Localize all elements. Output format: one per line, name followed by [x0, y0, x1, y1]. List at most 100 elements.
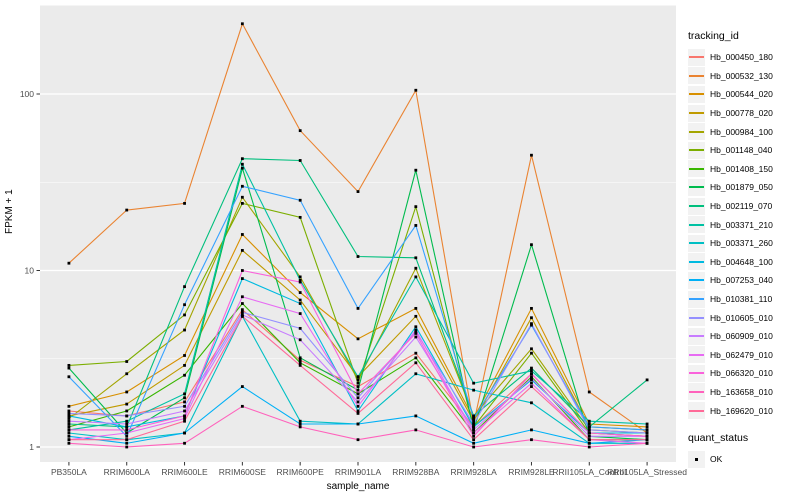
- legend-key-line-icon: [689, 279, 704, 282]
- x-tick-label: RRIM600PE: [277, 467, 325, 477]
- data-point: [240, 184, 244, 188]
- quant-status-entries: OK: [688, 450, 800, 469]
- data-point: [530, 401, 533, 405]
- legend-key: [688, 160, 705, 178]
- legend-key-line-icon: [689, 316, 704, 319]
- data-point: [67, 428, 71, 432]
- data-point: [67, 404, 71, 408]
- data-point: [298, 159, 302, 162]
- data-point: [356, 392, 360, 396]
- data-point: [298, 358, 302, 362]
- legend-title-quant-status: quant_status: [688, 431, 749, 444]
- data-point: [183, 441, 186, 445]
- legend-entry: Hb_060909_010: [688, 327, 800, 346]
- data-point: [530, 369, 533, 373]
- legend-entry-label: Hb_010381_110: [710, 294, 773, 305]
- legend-key: [688, 383, 705, 401]
- data-point: [530, 306, 533, 310]
- legend-key: [688, 234, 705, 252]
- legend-entry: Hb_000532_130: [688, 67, 800, 86]
- legend-entry-label: Hb_003371_210: [710, 219, 773, 230]
- legend-entry: Hb_007253_040: [688, 271, 800, 290]
- data-point: [356, 378, 360, 382]
- x-tick-label: RRII105LA_Stressed: [607, 467, 687, 477]
- legend-key: [688, 141, 705, 159]
- data-point: [356, 438, 360, 442]
- data-point: [414, 414, 418, 418]
- data-point: [587, 390, 591, 394]
- data-point: [414, 306, 418, 310]
- legend-entry-label: Hb_169620_010: [710, 405, 773, 416]
- data-point: [530, 351, 533, 355]
- data-point: [356, 404, 360, 408]
- data-point: [67, 409, 71, 413]
- data-point: [472, 422, 476, 426]
- data-point: [645, 434, 649, 438]
- legend-entry: Hb_000450_180: [688, 48, 800, 67]
- data-point: [645, 378, 649, 382]
- legend-key-line-icon: [689, 260, 704, 263]
- data-point: [356, 396, 360, 400]
- data-point: [414, 372, 418, 376]
- legend-entry-label: Hb_000532_130: [710, 70, 773, 81]
- data-point: [125, 208, 129, 212]
- data-point: [125, 445, 129, 449]
- x-tick-label: RRIM600SE: [219, 467, 267, 477]
- legend-key: [688, 253, 705, 271]
- legend-entry-label: Hb_000544_020: [710, 89, 773, 100]
- data-point: [472, 419, 476, 423]
- data-point: [472, 434, 476, 438]
- data-point: [183, 431, 186, 435]
- data-point: [414, 332, 418, 335]
- legend-key-line-icon: [689, 223, 704, 226]
- data-point: [414, 266, 418, 270]
- data-point: [298, 198, 302, 202]
- data-point: [298, 422, 302, 426]
- data-point: [183, 409, 186, 413]
- data-point: [414, 325, 418, 329]
- data-point: [645, 422, 649, 426]
- legend-key-line-icon: [689, 167, 704, 170]
- legend-entry: Hb_003371_260: [688, 234, 800, 253]
- data-point: [183, 414, 186, 418]
- data-point: [183, 417, 186, 420]
- data-point: [125, 419, 129, 423]
- data-point: [645, 441, 649, 445]
- data-point: [530, 375, 533, 379]
- data-point: [67, 412, 71, 415]
- data-point: [472, 438, 476, 442]
- data-point: [67, 425, 71, 429]
- data-point: [645, 425, 649, 429]
- data-point: [183, 373, 186, 377]
- legend-entry-label: Hb_000450_180: [710, 52, 773, 63]
- data-point: [472, 441, 476, 445]
- data-point: [587, 419, 591, 423]
- data-point: [125, 434, 129, 438]
- data-point: [67, 417, 71, 420]
- legend-key: [688, 402, 705, 420]
- legend-key: [688, 364, 705, 382]
- legend-key: [688, 104, 705, 122]
- data-point: [472, 425, 476, 429]
- data-point: [530, 347, 533, 351]
- data-point: [298, 280, 302, 284]
- legend-key: [688, 67, 705, 85]
- data-point: [125, 402, 129, 406]
- data-point: [125, 428, 129, 432]
- y-tick-label: 10: [25, 266, 35, 276]
- data-point: [125, 414, 129, 418]
- data-point: [530, 323, 533, 327]
- data-point: [530, 378, 533, 382]
- x-tick-label: RRIM928LE: [508, 467, 555, 477]
- data-point: [587, 441, 591, 445]
- data-point: [183, 396, 186, 400]
- legend-key-line-icon: [689, 409, 704, 412]
- data-point: [240, 157, 244, 161]
- legend-entry: Hb_163658_010: [688, 383, 800, 402]
- y-tick-label: 100: [20, 89, 34, 99]
- data-point: [530, 381, 533, 385]
- legend-key-line-icon: [689, 149, 704, 152]
- data-point: [414, 205, 418, 209]
